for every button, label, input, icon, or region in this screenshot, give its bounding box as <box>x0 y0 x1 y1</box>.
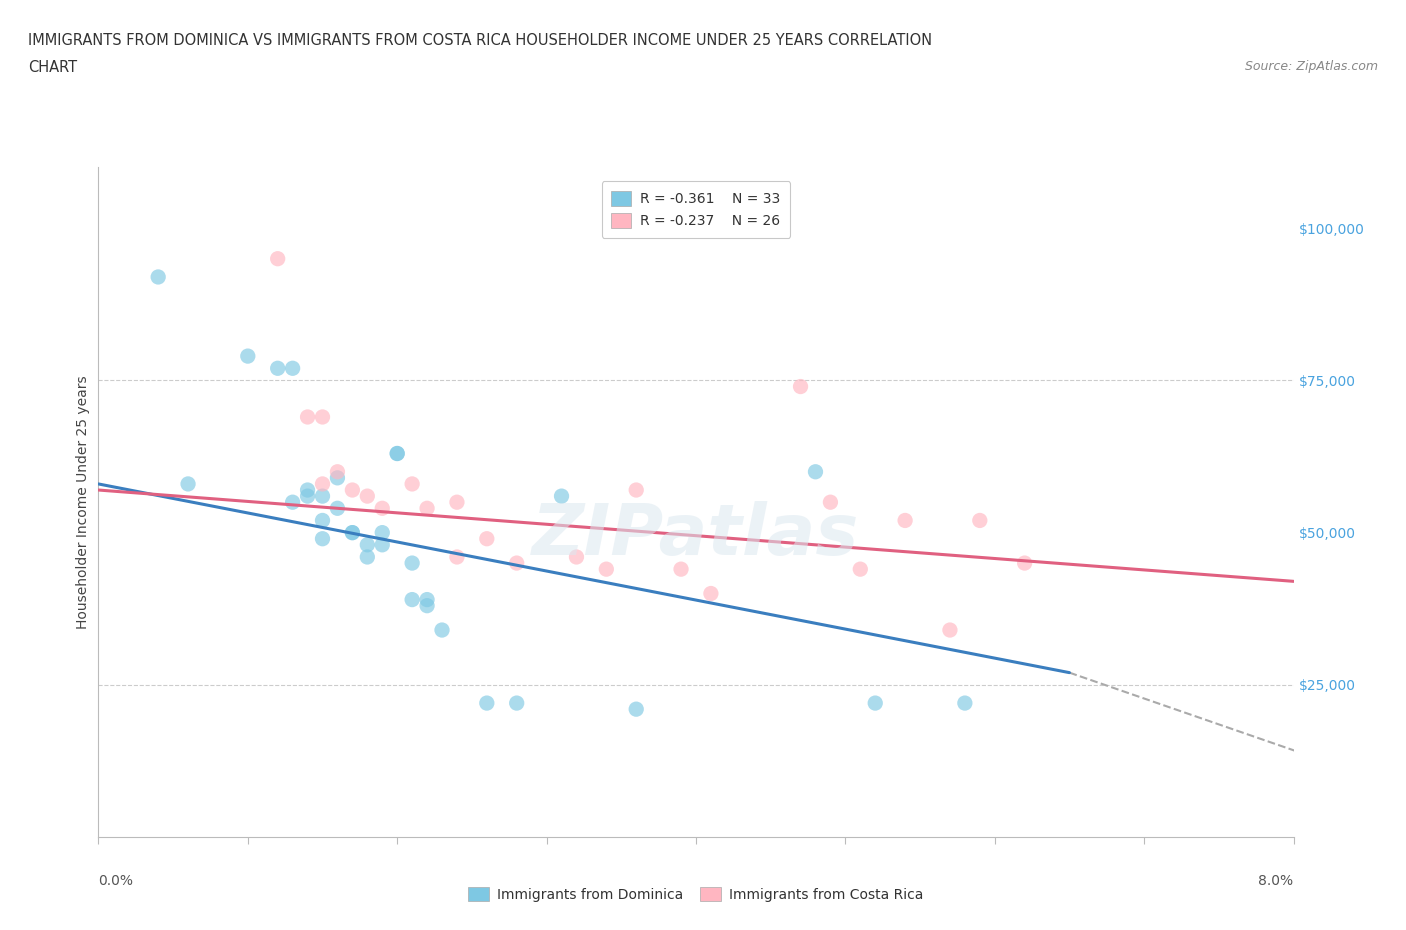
Point <box>311 531 333 546</box>
Legend: Immigrants from Dominica, Immigrants from Costa Rica: Immigrants from Dominica, Immigrants fro… <box>463 881 929 907</box>
Point <box>506 555 529 570</box>
Point <box>863 696 886 711</box>
Point <box>356 538 378 552</box>
Point <box>565 550 588 565</box>
Point <box>506 696 529 711</box>
Point <box>356 488 378 503</box>
Text: 8.0%: 8.0% <box>1258 874 1294 888</box>
Point <box>953 696 976 711</box>
Point <box>297 409 319 424</box>
Point <box>236 349 259 364</box>
Point <box>281 361 304 376</box>
Point <box>595 562 617 577</box>
Point <box>804 464 827 479</box>
Point <box>624 483 647 498</box>
Point <box>969 513 991 528</box>
Point <box>356 550 378 565</box>
Point <box>177 476 200 491</box>
Text: CHART: CHART <box>28 60 77 75</box>
Point <box>311 488 333 503</box>
Point <box>446 550 468 565</box>
Text: IMMIGRANTS FROM DOMINICA VS IMMIGRANTS FROM COSTA RICA HOUSEHOLDER INCOME UNDER : IMMIGRANTS FROM DOMINICA VS IMMIGRANTS F… <box>28 33 932 47</box>
Point <box>267 251 290 266</box>
Point <box>1014 555 1036 570</box>
Point <box>550 488 572 503</box>
Text: Source: ZipAtlas.com: Source: ZipAtlas.com <box>1244 60 1378 73</box>
Point <box>326 471 349 485</box>
Point <box>385 446 409 461</box>
Point <box>371 525 394 540</box>
Point <box>267 361 290 376</box>
Text: ZIPatlas: ZIPatlas <box>533 501 859 570</box>
Point <box>789 379 811 394</box>
Point <box>401 592 423 607</box>
Point <box>326 464 349 479</box>
Point <box>401 555 423 570</box>
Point <box>342 483 364 498</box>
Point <box>297 483 319 498</box>
Point <box>416 501 439 516</box>
Point <box>342 525 364 540</box>
Point <box>939 622 962 637</box>
Point <box>148 270 170 285</box>
Point <box>281 495 304 510</box>
Point <box>446 495 468 510</box>
Y-axis label: Householder Income Under 25 years: Householder Income Under 25 years <box>76 376 90 629</box>
Point <box>297 488 319 503</box>
Point <box>311 513 333 528</box>
Point <box>326 501 349 516</box>
Point <box>342 525 364 540</box>
Point <box>311 409 333 424</box>
Point <box>475 531 498 546</box>
Point <box>669 562 692 577</box>
Point <box>401 476 423 491</box>
Point <box>385 446 409 461</box>
Point <box>371 538 394 552</box>
Point <box>894 513 917 528</box>
Point <box>371 501 394 516</box>
Point <box>700 586 723 601</box>
Point <box>849 562 872 577</box>
Point <box>624 702 647 717</box>
Point <box>416 592 439 607</box>
Point <box>430 622 453 637</box>
Point <box>416 598 439 613</box>
Point <box>311 476 333 491</box>
Text: 0.0%: 0.0% <box>98 874 134 888</box>
Point <box>475 696 498 711</box>
Point <box>820 495 842 510</box>
